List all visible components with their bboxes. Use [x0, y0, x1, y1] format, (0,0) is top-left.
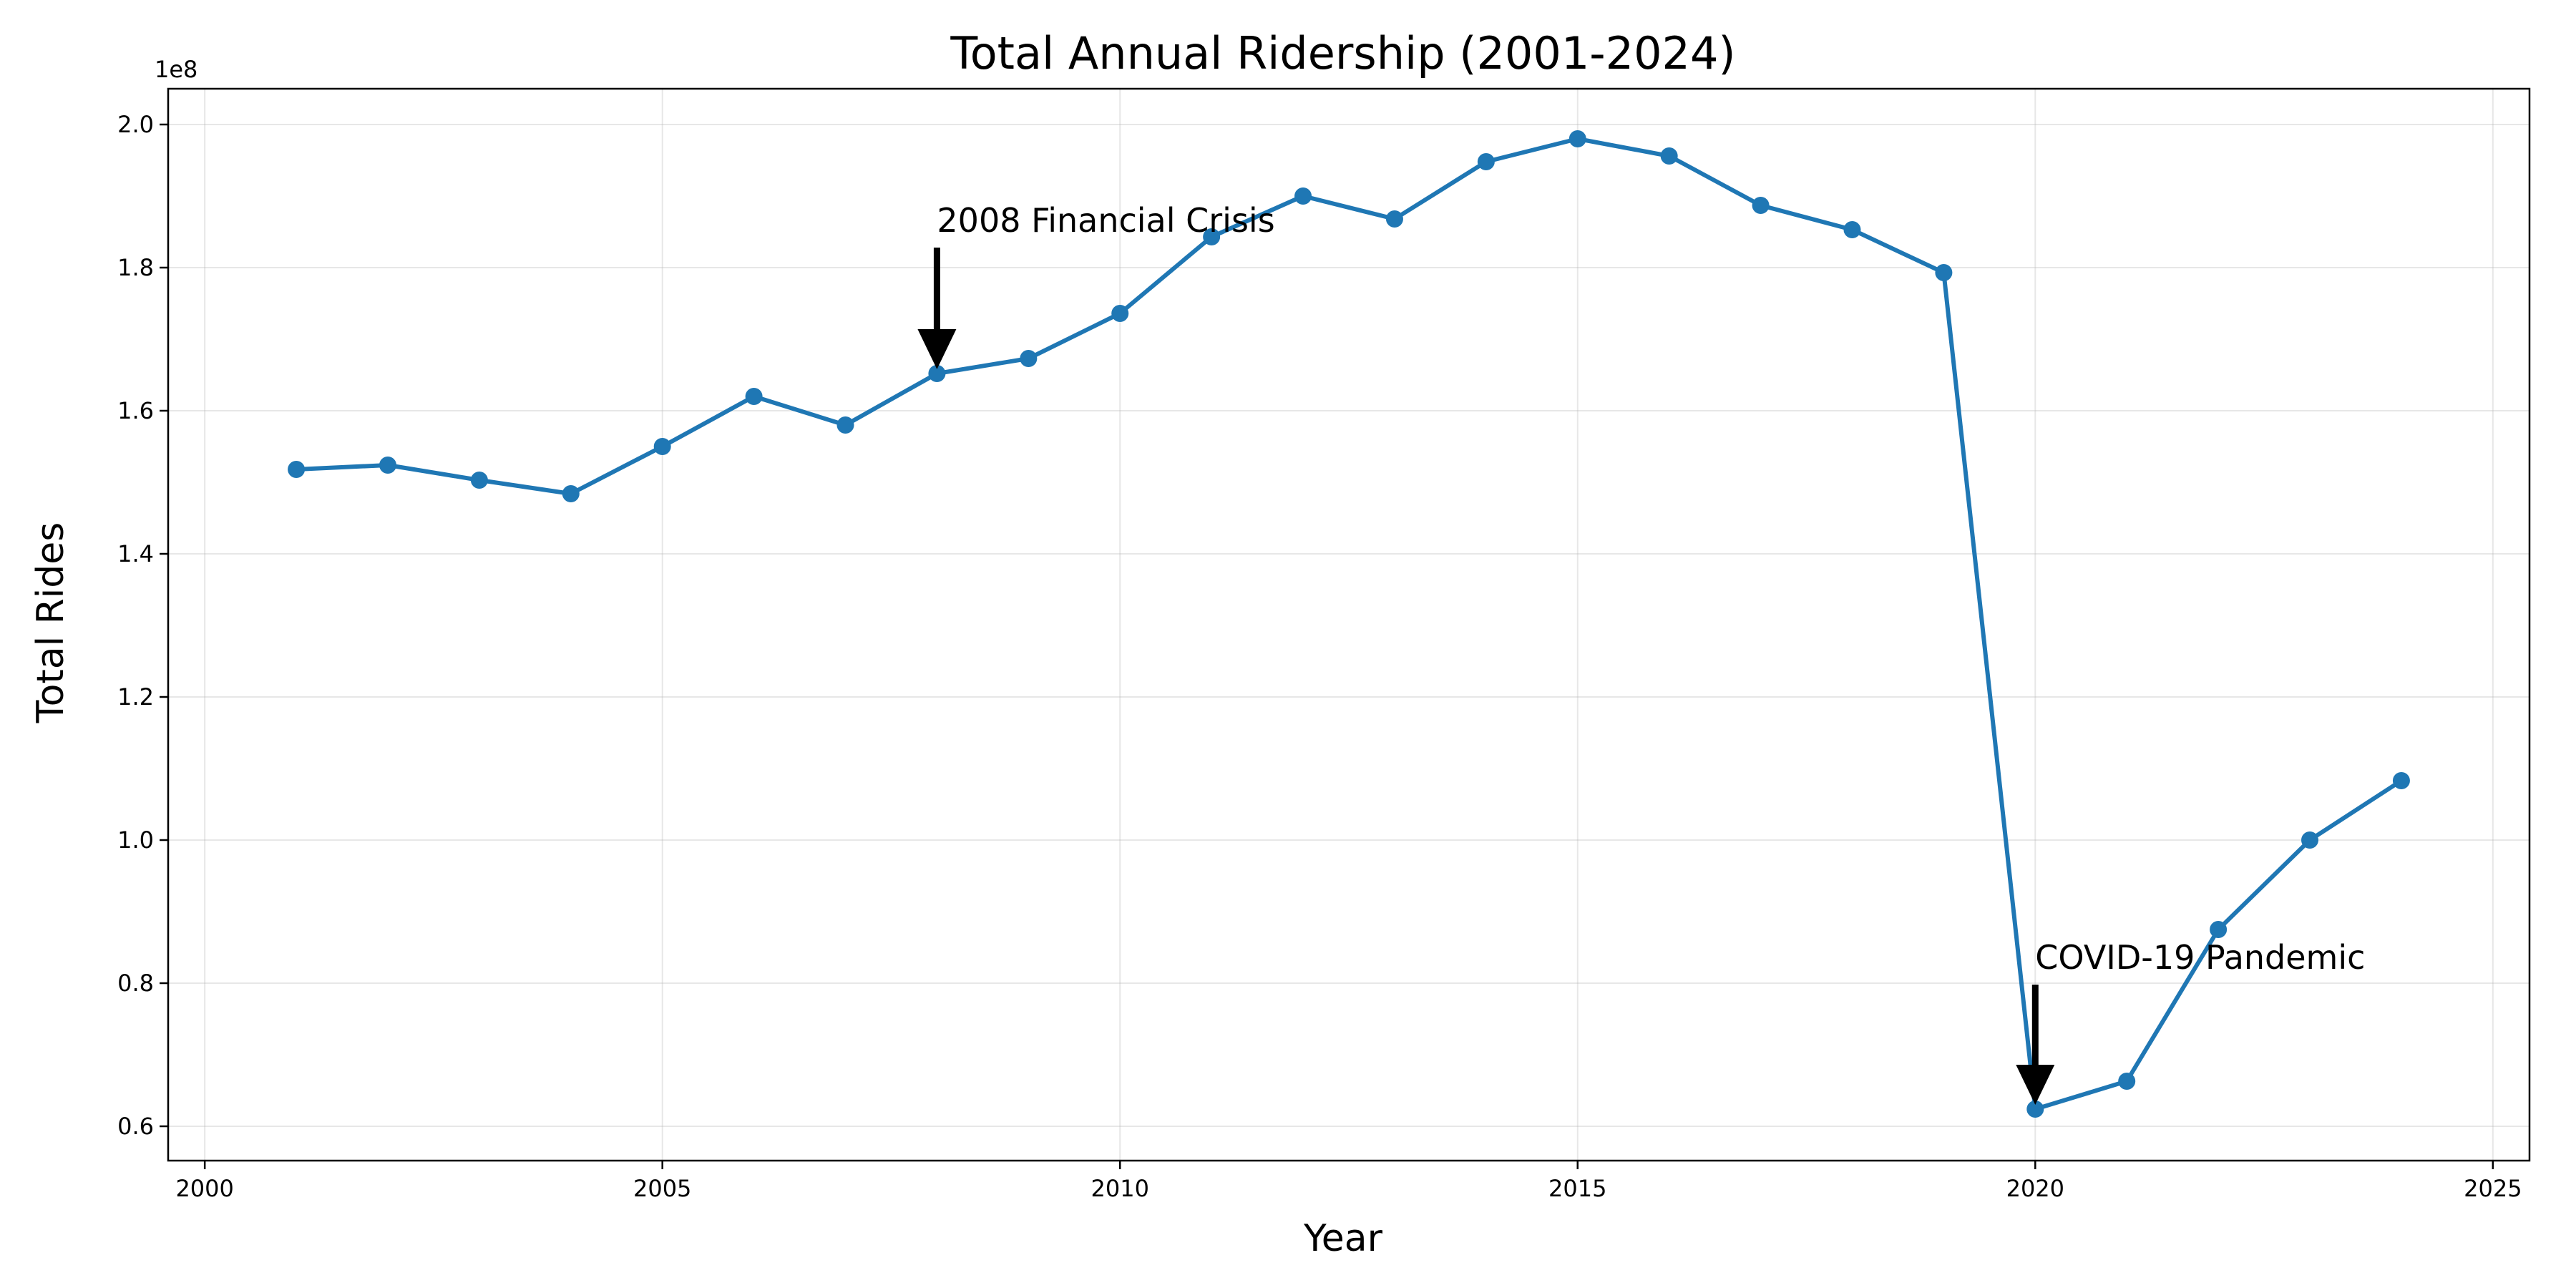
annotation-arrow-head — [2016, 1065, 2055, 1105]
x-axis-title: Year — [1303, 1217, 1383, 1260]
series-layer — [288, 130, 2410, 1118]
chart-title: Total Annual Ridership (2001-2024) — [950, 27, 1735, 79]
data-point — [1111, 305, 1129, 322]
grid — [168, 89, 2529, 1161]
data-point — [2301, 831, 2319, 849]
data-point — [1385, 210, 1403, 228]
data-point — [379, 457, 396, 474]
data-point — [1568, 130, 1586, 147]
data-point — [1752, 197, 1770, 214]
data-point — [1843, 221, 1861, 238]
data-point — [1203, 228, 1221, 245]
y-tick-label: 0.8 — [117, 970, 154, 997]
x-tick-label: 2020 — [2006, 1175, 2064, 1202]
data-point — [1660, 147, 1678, 165]
x-tick-label: 2000 — [175, 1175, 233, 1202]
x-tick-label: 2010 — [1091, 1175, 1149, 1202]
tick-layer: 2000 2005 2010 2015 2020 2025 0.6 0.8 1.0 1.2 1.4 1… — [117, 111, 2522, 1202]
data-point — [836, 416, 854, 434]
annotation-layer: 2008 Financial Crisis COVID-19 Pandemic — [917, 201, 2365, 1105]
data-point — [1935, 264, 1953, 281]
x-tick-label: 2015 — [1548, 1175, 1606, 1202]
data-point — [2210, 921, 2228, 938]
data-point — [2118, 1073, 2136, 1090]
y-tick-label: 1.6 — [117, 397, 154, 424]
data-point — [653, 438, 671, 455]
series-line — [294, 137, 2404, 1111]
data-point — [1294, 187, 1312, 205]
data-point — [288, 461, 306, 478]
y-tick-label: 1.2 — [117, 683, 154, 711]
y-tick-label: 0.6 — [117, 1113, 154, 1140]
data-point — [562, 485, 580, 502]
annotation-text: COVID-19 Pandemic — [2035, 938, 2365, 977]
y-tick-label: 2.0 — [117, 111, 154, 138]
y-tick-label: 1.8 — [117, 254, 154, 281]
y-axis-title: Total Rides — [29, 522, 72, 724]
data-point — [1020, 350, 1038, 367]
annotation-arrow-head — [917, 329, 957, 369]
annotation-text: 2008 Financial Crisis — [937, 201, 1274, 240]
x-tick-label: 2025 — [2464, 1175, 2522, 1202]
plot-frame — [167, 87, 2531, 1162]
data-point — [470, 472, 488, 489]
data-point — [2392, 772, 2410, 789]
y-tick-label: 1.0 — [117, 826, 154, 854]
data-point — [745, 388, 763, 405]
y-scale-label: 1e8 — [155, 56, 197, 83]
data-point — [928, 365, 946, 382]
y-tick-label: 1.4 — [117, 540, 154, 567]
data-point — [2026, 1101, 2044, 1118]
x-tick-label: 2005 — [633, 1175, 691, 1202]
data-point — [1477, 153, 1495, 170]
